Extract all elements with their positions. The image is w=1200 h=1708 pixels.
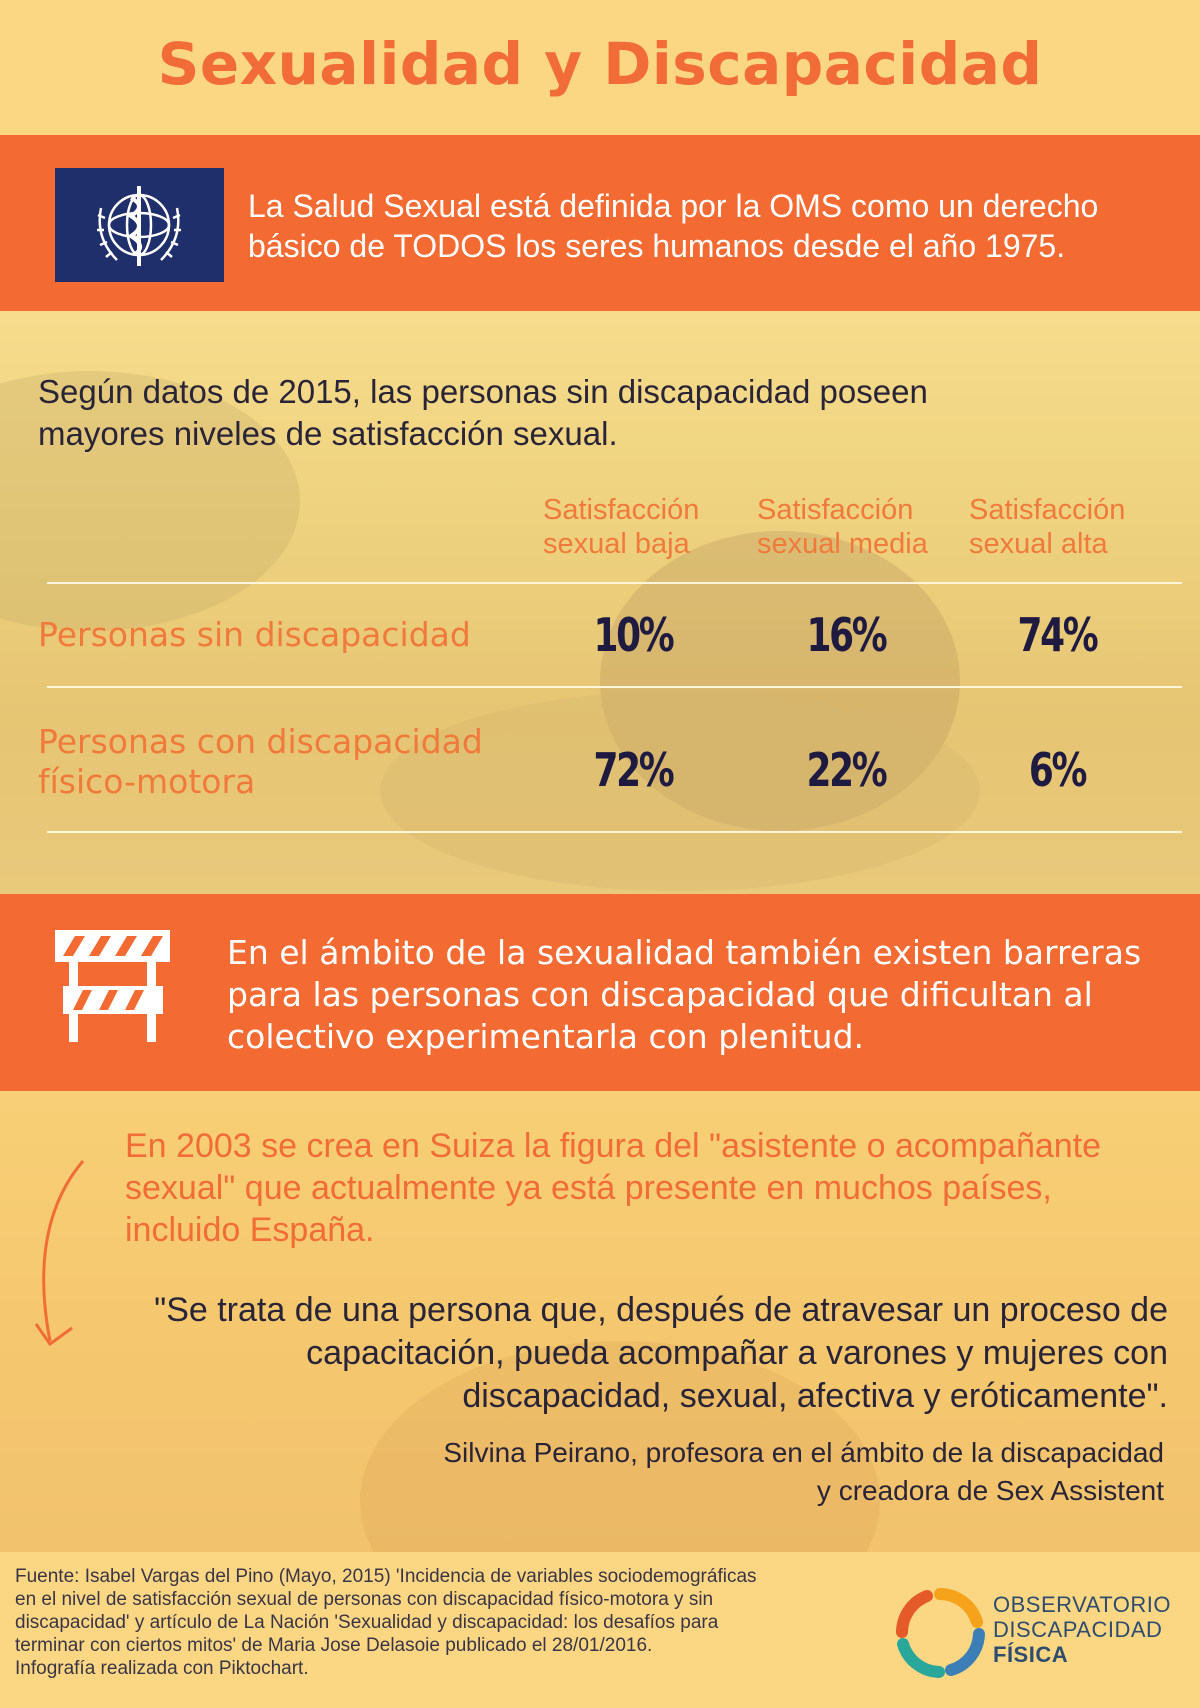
- curved-arrow-icon: [28, 1156, 88, 1361]
- column-header-medium: Satisfacción sexual media: [757, 493, 957, 561]
- pct-without-high: 74%: [1017, 608, 1099, 662]
- column-header-line: Satisfacción: [757, 494, 914, 526]
- oms-statement: La Salud Sexual está definida por la OMS…: [248, 186, 1148, 266]
- oms-statement-line: básico de TODOS los seres humanos desde …: [248, 228, 1066, 264]
- table-divider: [47, 686, 1182, 688]
- stats-intro: Según datos de 2015, las personas sin di…: [38, 371, 1158, 455]
- quote-line: "Se trata de una persona que, después de…: [154, 1291, 1168, 1329]
- quote: "Se trata de una persona que, después de…: [100, 1289, 1168, 1418]
- source-line: discapacidad' y artículo de La Nación 'S…: [15, 1612, 719, 1633]
- column-header-high: Satisfacción sexual alta: [969, 493, 1169, 561]
- source-line: en el nivel de satisfacción sexual de pe…: [15, 1589, 714, 1610]
- assistant-statement: En 2003 se crea en Suiza la figura del "…: [125, 1125, 1175, 1251]
- column-header-line: Satisfacción: [543, 494, 700, 526]
- column-header-line: sexual media: [757, 528, 928, 560]
- road-barrier-icon: [55, 930, 170, 1047]
- logo-line: DISCAPACIDAD: [993, 1617, 1163, 1642]
- barrier-line: colectivo experimentarla con plenitud.: [227, 1017, 865, 1056]
- barrier-line: para las personas con discapacidad que d…: [227, 975, 1093, 1014]
- barrier-statement: En el ámbito de la sexualidad también ex…: [227, 932, 1177, 1058]
- stats-intro-line: mayores niveles de satisfacción sexual.: [38, 415, 618, 452]
- column-header-line: sexual baja: [543, 528, 690, 560]
- row-label-line: Personas con discapacidad: [38, 722, 483, 761]
- quote-line: capacitación, pueda acompañar a varones …: [306, 1334, 1168, 1372]
- source-citation: Fuente: Isabel Vargas del Pino (Mayo, 20…: [15, 1565, 875, 1680]
- pct-without-low: 10%: [593, 608, 675, 662]
- row-label-without-disability: Personas sin discapacidad: [38, 615, 508, 655]
- pct-with-low: 72%: [593, 743, 675, 797]
- page-title: Sexualidad y Discapacidad: [157, 30, 1043, 98]
- quote-line: discapacidad, sexual, afectiva y erótica…: [462, 1377, 1168, 1415]
- quote-author: Silvina Peirano, profesora en el ámbito …: [300, 1434, 1164, 1510]
- author-line: Silvina Peirano, profesora en el ámbito …: [443, 1437, 1164, 1468]
- stats-intro-line: Según datos de 2015, las personas sin di…: [38, 373, 928, 410]
- source-line: terminar con ciertos mitos' de Maria Jos…: [15, 1635, 653, 1656]
- pct-with-medium: 22%: [806, 743, 888, 797]
- column-header-low: Satisfacción sexual baja: [543, 493, 743, 561]
- assistant-background: [0, 1091, 1200, 1552]
- observatorio-logo-icon: [895, 1588, 985, 1683]
- logo-line: OBSERVATORIO: [993, 1592, 1171, 1617]
- title-band: [0, 0, 1200, 135]
- barrier-line: En el ámbito de la sexualidad también ex…: [227, 933, 1142, 972]
- assistant-line: incluido España.: [125, 1211, 375, 1249]
- footer: [0, 1552, 1200, 1708]
- who-emblem-icon: [55, 168, 224, 282]
- stats-background: [0, 311, 1200, 894]
- table-divider: [47, 582, 1182, 584]
- row-label-with-disability: Personas con discapacidad físico-motora: [38, 722, 508, 802]
- column-header-line: sexual alta: [969, 528, 1108, 560]
- row-label-line: Personas sin discapacidad: [38, 615, 471, 654]
- observatorio-logo-text: OBSERVATORIO DISCAPACIDAD FÍSICA: [993, 1592, 1171, 1667]
- source-line: Infografía realizada con Piktochart.: [15, 1658, 309, 1679]
- pct-with-high: 6%: [1028, 743, 1088, 797]
- row-label-line: físico-motora: [38, 762, 256, 801]
- table-divider: [47, 831, 1182, 833]
- assistant-line: sexual" que actualmente ya está presente…: [125, 1169, 1052, 1207]
- pct-without-medium: 16%: [806, 608, 888, 662]
- column-header-line: Satisfacción: [969, 494, 1126, 526]
- oms-statement-line: La Salud Sexual está definida por la OMS…: [248, 188, 1099, 224]
- barrier-banner: [0, 894, 1200, 1091]
- source-line: Fuente: Isabel Vargas del Pino (Mayo, 20…: [15, 1566, 757, 1587]
- assistant-line: En 2003 se crea en Suiza la figura del "…: [125, 1127, 1102, 1165]
- logo-line: FÍSICA: [993, 1642, 1069, 1667]
- author-line: y creadora de Sex Assistent: [816, 1475, 1164, 1506]
